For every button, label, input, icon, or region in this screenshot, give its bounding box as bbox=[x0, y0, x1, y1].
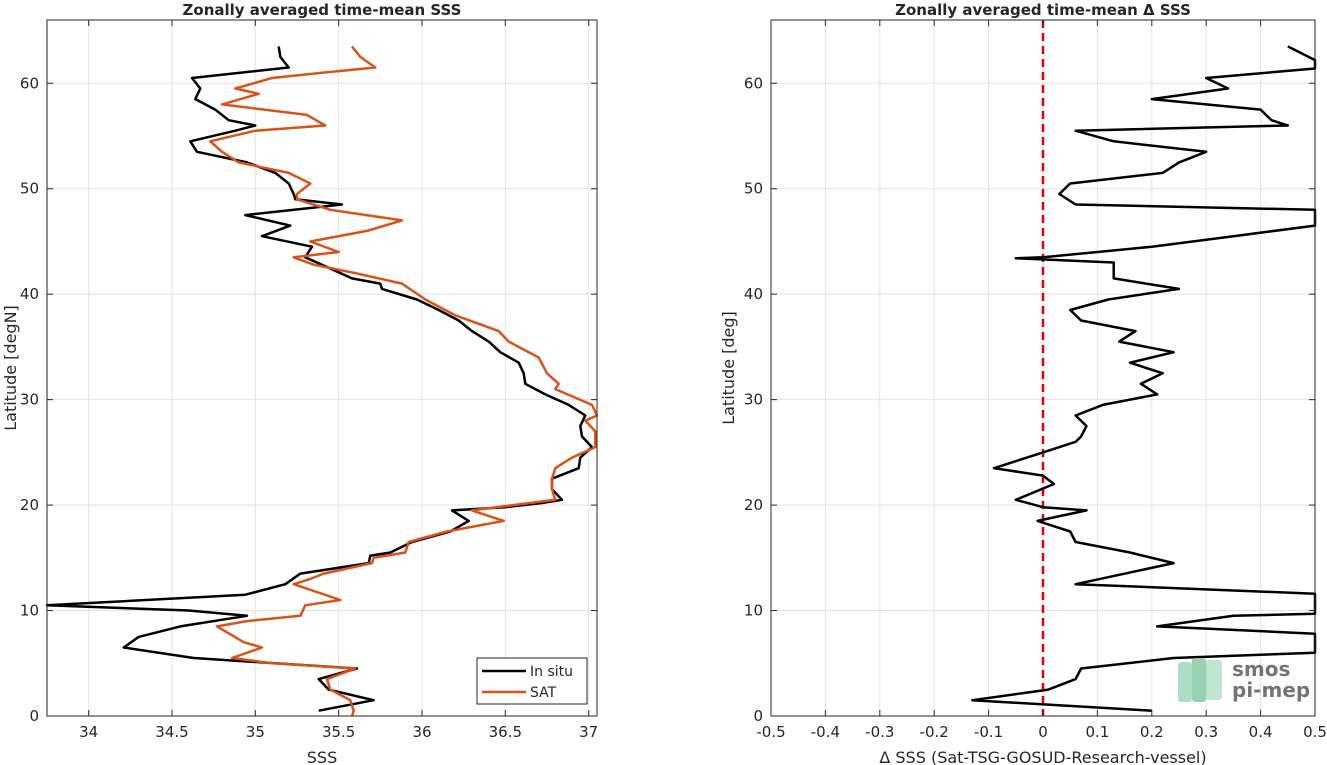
x-tick-label: -0.4 bbox=[811, 723, 840, 741]
x-axis-label: Δ SSS (Sat-TSG-GOSUD-Research-vessel) bbox=[879, 748, 1206, 765]
x-tick-label: 0 bbox=[1038, 723, 1048, 741]
series-line-in-situ bbox=[45, 46, 594, 712]
y-tick-label: 60 bbox=[20, 74, 39, 92]
x-tick-label: 37 bbox=[579, 723, 598, 741]
x-tick-label: 35 bbox=[246, 723, 265, 741]
x-tick-label: 0.3 bbox=[1194, 723, 1218, 741]
y-tick-label: 0 bbox=[29, 707, 39, 725]
y-tick-label: 50 bbox=[20, 180, 39, 198]
x-tick-label: 35.5 bbox=[322, 723, 355, 741]
x-tick-label: 34 bbox=[79, 723, 98, 741]
logo-wave-1 bbox=[1178, 662, 1192, 702]
y-tick-label: 10 bbox=[20, 602, 39, 620]
tick-group: -0.5 -0.4 -0.3 -0.2 -0.1 0 0.1 0.2 0.3 0.4 0.5 0 10 2… bbox=[744, 20, 1327, 741]
y-tick-label: 30 bbox=[20, 391, 39, 409]
y-tick-label: 0 bbox=[753, 707, 763, 725]
x-tick-label: -0.5 bbox=[756, 723, 785, 741]
chart-sss-panel: 34 34.5 35 35.5 36 36.5 37 0 10 20 30 40 50 60 Zonall… bbox=[1, 1, 599, 765]
logo-wave-3 bbox=[1206, 660, 1222, 700]
chart-title: Zonally averaged time-mean Δ SSS bbox=[895, 1, 1191, 19]
x-tick-label: -0.1 bbox=[974, 723, 1003, 741]
legend: In situ SAT bbox=[476, 657, 588, 705]
y-axis-label: Latitude [deg] bbox=[719, 311, 738, 425]
y-tick-label: 20 bbox=[744, 496, 763, 514]
x-axis-label: SSS bbox=[307, 748, 337, 765]
x-tick-label: -0.2 bbox=[920, 723, 949, 741]
series-group bbox=[971, 45, 1317, 712]
plot-frame bbox=[46, 19, 598, 717]
smos-pi-mep-logo: smos pi-mep bbox=[1178, 657, 1310, 702]
series-line-delta-sss bbox=[971, 45, 1317, 712]
legend-label-insitu: In situ bbox=[530, 664, 573, 680]
y-axis-label: Latitude [degN] bbox=[1, 305, 20, 431]
grid bbox=[47, 20, 597, 717]
x-tick-label: 0.2 bbox=[1140, 723, 1164, 741]
y-tick-label: 40 bbox=[20, 285, 39, 303]
y-tick-label: 60 bbox=[744, 74, 763, 92]
y-tick-label: 40 bbox=[744, 285, 763, 303]
y-tick-label: 20 bbox=[20, 496, 39, 514]
x-tick-label: 0.5 bbox=[1303, 723, 1327, 741]
chart-delta-sss-panel: -0.5 -0.4 -0.3 -0.2 -0.1 0 0.1 0.2 0.3 0.4 0.5 0 10 2… bbox=[719, 1, 1327, 765]
chart-title: Zonally averaged time-mean SSS bbox=[183, 1, 462, 19]
tick-group: 34 34.5 35 35.5 36 36.5 37 0 10 20 30 40 50 60 bbox=[20, 20, 598, 741]
series-group bbox=[45, 45, 599, 717]
series-line-sat bbox=[209, 45, 599, 717]
x-tick-label: 36.5 bbox=[489, 723, 522, 741]
logo-wave-2 bbox=[1192, 658, 1206, 702]
logo-text-pi-mep: pi-mep bbox=[1232, 678, 1310, 702]
y-tick-label: 50 bbox=[744, 180, 763, 198]
x-tick-label: 36 bbox=[412, 723, 431, 741]
x-tick-label: 0.4 bbox=[1249, 723, 1273, 741]
legend-box bbox=[476, 657, 588, 705]
x-tick-label: 34.5 bbox=[155, 723, 188, 741]
legend-label-sat: SAT bbox=[530, 685, 557, 701]
y-tick-label: 10 bbox=[744, 602, 763, 620]
x-tick-label: -0.3 bbox=[865, 723, 894, 741]
logo-text-smos: smos bbox=[1232, 657, 1290, 681]
y-tick-label: 30 bbox=[744, 391, 763, 409]
x-tick-label: 0.1 bbox=[1085, 723, 1109, 741]
